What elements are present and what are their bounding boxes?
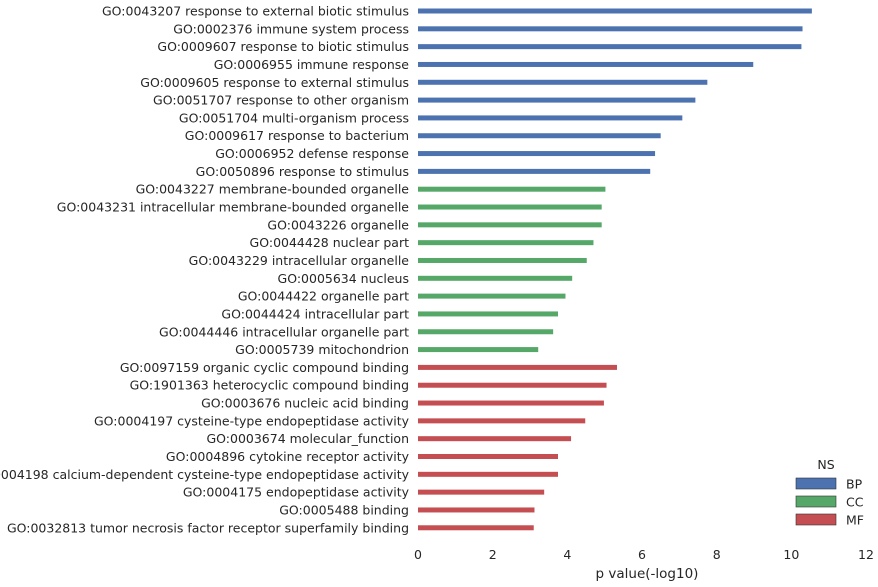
category-label: GO:0051704 multi-organism process (179, 110, 409, 125)
bar (418, 133, 661, 139)
bar (418, 293, 566, 299)
legend-swatch-mf (795, 513, 837, 526)
bar (418, 240, 594, 246)
category-label: GO:0006955 immune response (214, 57, 410, 72)
category-label: GO:0009607 response to biotic stimulus (157, 39, 409, 54)
category-label: GO:0005739 mitochondrion (235, 342, 409, 357)
category-labels: GO:0043207 response to external biotic s… (0, 4, 410, 536)
category-label: GO:0006952 defense response (215, 146, 409, 161)
bar (418, 489, 545, 495)
category-label: GO:0044422 organelle part (238, 289, 409, 304)
bar (418, 97, 696, 103)
x-axis-title: p value(-log10) (596, 566, 699, 582)
category-label: GO:0043227 membrane-bounded organelle (136, 182, 410, 197)
category-label: GO:0004197 cysteine-type endopeptidase a… (94, 413, 410, 428)
bar (418, 382, 607, 388)
bar (418, 311, 558, 317)
category-label: GO:0004175 endopeptidase activity (183, 485, 410, 500)
bar (418, 204, 602, 210)
x-tick-label: 2 (489, 547, 497, 562)
bars-layer (418, 8, 812, 531)
x-tick-label: 10 (783, 547, 799, 562)
bar (418, 186, 606, 192)
bar (418, 26, 803, 32)
legend-label-mf: MF (846, 513, 864, 528)
bar (418, 525, 534, 531)
bar (418, 257, 587, 263)
category-label: GO:0009617 response to bacterium (185, 128, 409, 143)
category-label: GO:0002376 immune system process (173, 21, 409, 36)
bar (418, 436, 572, 442)
bar (418, 364, 617, 370)
category-label: GO:0004896 cytokine receptor activity (166, 449, 410, 464)
bar (418, 115, 683, 121)
bar (418, 471, 558, 477)
category-label: GO:0009605 response to external stimulus (140, 75, 409, 90)
legend-swatch-cc (795, 495, 837, 508)
category-label: GO:0043226 organelle (267, 217, 409, 232)
bar (418, 418, 586, 424)
bar (418, 222, 602, 228)
category-label: GO:0050896 response to stimulus (196, 164, 409, 179)
bar (418, 507, 535, 513)
category-label: GO:0051707 response to other organism (153, 93, 409, 108)
category-label: GO:0043207 response to external biotic s… (102, 4, 409, 19)
bar (418, 329, 554, 335)
bar (418, 168, 651, 174)
x-tick-label: 0 (414, 547, 422, 562)
bar (418, 79, 708, 85)
category-label: GO:0097159 organic cyclic compound bindi… (120, 360, 409, 375)
category-label: GO:0043229 intracellular organelle (189, 253, 410, 268)
bar (418, 8, 812, 14)
legend-title: NS (817, 457, 834, 472)
category-label: GO:0005488 binding (279, 502, 409, 517)
x-axis-ticks: 0 2 4 6 8 10 12 (414, 547, 874, 562)
bar (418, 400, 604, 406)
legend-swatch-bp (795, 477, 837, 490)
category-label: GO:0044446 intracellular organelle part (159, 324, 409, 339)
x-tick-label: 12 (858, 547, 874, 562)
category-label: GO:0005634 nucleus (278, 271, 409, 286)
bar (418, 61, 754, 67)
legend-label-cc: CC (846, 495, 864, 510)
legend: NS BP CC MF (795, 457, 864, 528)
category-label: GO:0043231 intracellular membrane-bounde… (57, 200, 410, 215)
category-label: GO:0044428 nuclear part (250, 235, 410, 250)
bar (418, 347, 539, 353)
bar (418, 151, 656, 157)
category-label: GO:0004198 calcium-dependent cysteine-ty… (0, 467, 410, 482)
x-tick-label: 8 (713, 547, 721, 562)
category-label: GO:0003674 molecular_function (206, 431, 409, 446)
x-tick-label: 4 (563, 547, 571, 562)
bar (418, 275, 573, 281)
category-label: GO:1901363 heterocyclic compound binding (130, 378, 409, 393)
category-label: GO:0032813 tumor necrosis factor recepto… (7, 520, 409, 535)
bar (418, 454, 558, 459)
category-label: GO:0003676 nucleic acid binding (201, 396, 409, 411)
legend-label-bp: BP (846, 477, 863, 492)
category-label: GO:0044424 intracellular part (221, 306, 409, 321)
bar (418, 44, 802, 50)
x-tick-label: 6 (638, 547, 646, 562)
